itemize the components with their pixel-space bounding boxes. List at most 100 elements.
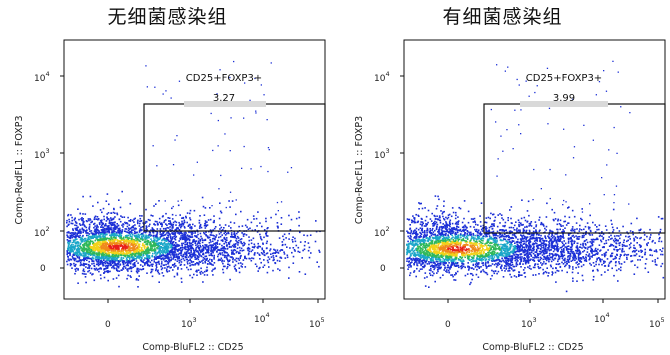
density-point — [114, 225, 116, 227]
density-point — [185, 240, 187, 243]
density-point — [575, 249, 577, 252]
density-point — [76, 256, 79, 259]
density-point — [294, 250, 296, 252]
density-point — [145, 234, 147, 237]
density-point — [189, 227, 191, 229]
density-point — [184, 243, 187, 246]
density-point — [213, 219, 215, 222]
density-point — [256, 231, 259, 233]
outlier-point — [249, 99, 251, 101]
density-point — [112, 254, 114, 256]
density-point — [98, 230, 100, 232]
density-point — [158, 281, 160, 283]
density-point — [137, 262, 139, 264]
density-point — [418, 202, 420, 204]
density-point — [143, 259, 145, 261]
density-point — [100, 277, 102, 280]
density-point — [117, 255, 120, 257]
density-point — [114, 264, 117, 266]
density-point — [528, 214, 530, 217]
density-point — [213, 227, 216, 230]
density-point — [252, 246, 255, 248]
density-point — [492, 230, 495, 233]
density-point — [172, 269, 174, 271]
density-point — [125, 228, 128, 230]
density-point — [191, 263, 193, 266]
density-point — [163, 238, 165, 240]
density-point — [108, 252, 110, 255]
density-point — [112, 227, 114, 229]
density-point — [98, 256, 101, 258]
density-point — [115, 231, 118, 234]
density-point — [85, 226, 88, 229]
density-point — [140, 235, 143, 238]
density-point — [318, 265, 320, 268]
density-point — [102, 233, 104, 236]
density-point — [406, 230, 408, 232]
density-point — [98, 254, 101, 256]
density-point — [461, 246, 463, 249]
density-point — [525, 246, 528, 249]
density-point — [122, 247, 125, 250]
density-point — [71, 255, 74, 258]
density-point — [95, 232, 97, 235]
density-point — [184, 245, 187, 248]
density-point — [122, 250, 124, 253]
density-point — [107, 279, 109, 282]
density-point — [184, 253, 186, 255]
density-point — [164, 257, 166, 260]
density-point — [236, 247, 239, 250]
density-point — [93, 222, 96, 225]
outlier-point — [254, 77, 256, 80]
density-point — [117, 240, 119, 243]
density-point — [94, 228, 96, 231]
density-point — [140, 237, 142, 240]
density-point — [161, 254, 163, 257]
density-point — [119, 264, 122, 266]
density-point — [199, 273, 202, 275]
density-point — [118, 234, 121, 236]
density-point — [115, 254, 118, 256]
density-point — [139, 240, 142, 243]
density-point — [497, 248, 499, 250]
density-point — [506, 262, 508, 264]
density-point — [79, 230, 82, 233]
density-point — [105, 253, 108, 256]
density-point — [101, 257, 103, 259]
density-point — [103, 272, 105, 274]
density-point — [224, 265, 226, 268]
density-point — [138, 250, 141, 253]
density-point — [136, 236, 138, 238]
density-point — [437, 243, 440, 246]
density-point — [67, 245, 70, 247]
density-point — [659, 228, 662, 231]
density-point — [69, 241, 71, 244]
density-point — [161, 261, 163, 263]
density-point — [140, 259, 143, 262]
density-point — [122, 226, 124, 228]
density-point — [170, 249, 172, 252]
density-point — [228, 260, 231, 262]
density-point — [115, 255, 117, 257]
density-point — [75, 227, 78, 230]
density-point — [212, 234, 214, 237]
density-point — [272, 259, 274, 262]
density-point — [127, 264, 129, 267]
density-point — [163, 241, 166, 244]
density-point — [423, 256, 426, 258]
density-point — [564, 220, 567, 223]
density-point — [106, 256, 108, 259]
density-point — [439, 267, 442, 270]
density-point — [516, 230, 518, 233]
density-point — [232, 257, 234, 259]
density-point — [87, 234, 89, 237]
density-point — [72, 257, 75, 260]
density-point — [93, 223, 95, 225]
density-point — [141, 226, 144, 228]
density-point — [559, 246, 562, 249]
density-point — [82, 264, 84, 266]
density-point — [159, 228, 162, 230]
density-point — [137, 279, 140, 281]
density-point — [129, 247, 132, 249]
density-point — [128, 259, 131, 261]
